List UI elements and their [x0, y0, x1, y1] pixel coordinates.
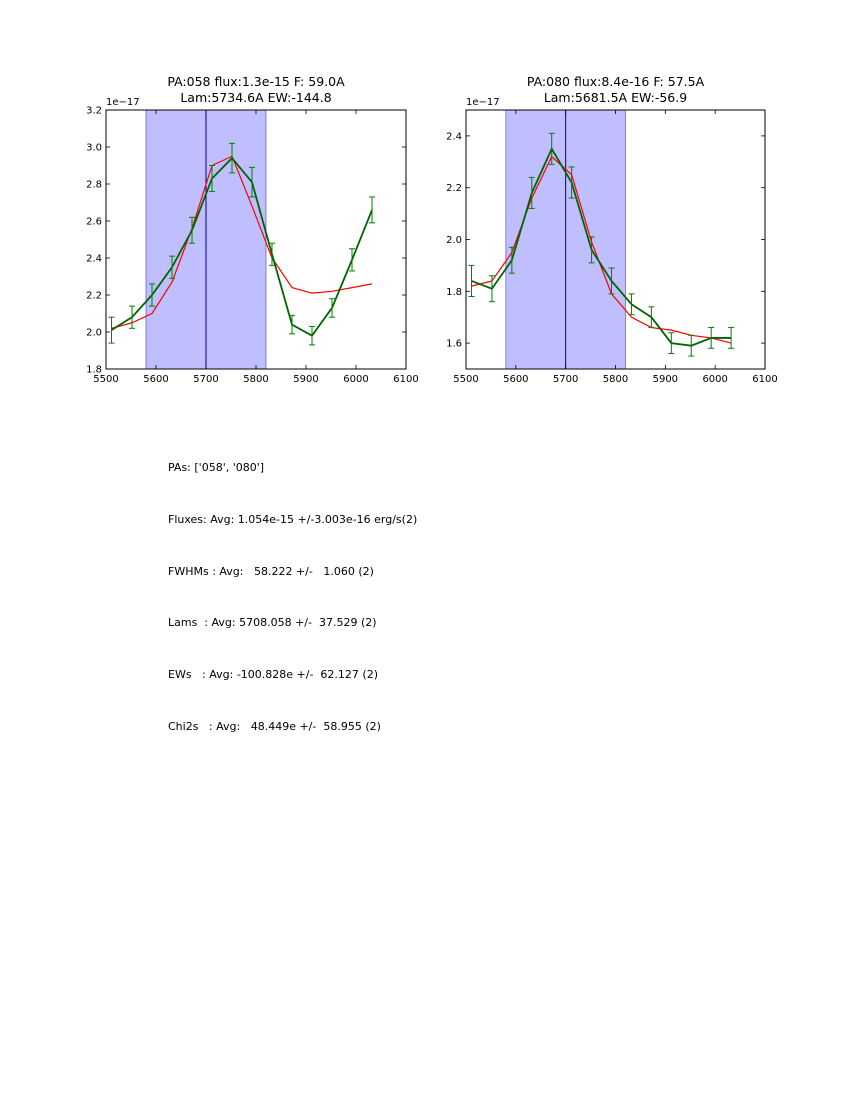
y-tick-label: 2.2 [86, 291, 102, 302]
stats-fluxes: Fluxes: Avg: 1.054e-15 +/-3.003e-16 erg/… [168, 512, 418, 526]
x-tick-label: 5500 [453, 374, 478, 385]
error-bar [628, 293, 635, 316]
y-tick-label: 2.8 [86, 180, 102, 191]
error-bar [648, 306, 655, 329]
y-tick-label: 1.6 [446, 339, 462, 350]
stats-ews: EWs : Avg: -100.828e +/- 62.127 (2) [168, 668, 378, 682]
y-tick-label: 2.4 [86, 254, 102, 265]
stats-block: PAs: ['058', '080'] Fluxes: Avg: 1.054e-… [168, 436, 417, 760]
x-tick-label: 5500 [93, 374, 118, 385]
error-bar [108, 316, 115, 344]
error-bar [468, 264, 475, 297]
x-tick-label: 5900 [653, 374, 678, 385]
error-bar [189, 216, 195, 244]
error-bar [608, 267, 615, 295]
x-tick-label: 5600 [503, 374, 528, 385]
error-bar [269, 242, 275, 266]
error-bar [369, 196, 375, 224]
stats-lams: Lams : Avg: 5708.058 +/- 37.529 (2) [168, 616, 377, 630]
y-tick-label: 2.2 [446, 183, 462, 194]
chart-1: 5500 5600 5700 5800 5900 6000 6100 1.8 2.0 2.2 2.4… [86, 74, 419, 385]
chart-title-line: Lam:5681.5A EW:-56.9 [544, 90, 687, 105]
y-tick-label: 3.0 [86, 143, 102, 154]
error-bar [249, 166, 255, 198]
error-bar [688, 334, 695, 357]
chart-2: 5500 5600 5700 5800 5900 6000 6100 1.6 1.8 2.0 2.2… [446, 74, 778, 385]
y-tick-label: 2.4 [446, 131, 462, 142]
x-tick-label: 5700 [193, 374, 218, 385]
error-bar [548, 132, 555, 165]
y-tick-label: 2.6 [86, 217, 102, 228]
x-tick-label: 6000 [702, 374, 727, 385]
chart-title-line: Lam:5734.6A EW:-144.8 [180, 90, 331, 105]
x-tick-label: 6100 [752, 374, 777, 385]
y-tick-label: 1.8 [446, 287, 462, 298]
error-bar [149, 283, 155, 307]
x-tick-label: 5600 [143, 374, 168, 385]
chart-title-line: PA:058 flux:1.3e-15 F: 59.0A [167, 74, 345, 89]
x-tick-label: 6100 [393, 374, 418, 385]
error-bar [728, 327, 735, 349]
chart-title-line: PA:080 flux:8.4e-16 F: 57.5A [527, 74, 705, 89]
x-tick-label: 5800 [243, 374, 268, 385]
error-bar [668, 332, 675, 354]
error-bar [329, 298, 335, 318]
stats-fwhms: FWHMs : Avg: 58.222 +/- 1.060 (2) [168, 564, 374, 578]
error-bar [209, 165, 215, 192]
series-line-data [111, 156, 373, 337]
x-tick-label: 5800 [603, 374, 628, 385]
series-line-fit [111, 155, 373, 329]
error-bar [588, 236, 595, 264]
x-tick-label: 5700 [553, 374, 578, 385]
error-bar [169, 255, 175, 279]
y-tick-label: 3.2 [86, 106, 102, 117]
axis-offset-label: 1e−17 [466, 97, 500, 108]
error-bar [229, 142, 235, 174]
y-tick-label: 2.0 [446, 235, 462, 246]
error-bar [129, 305, 135, 329]
error-bar [309, 325, 315, 346]
x-tick-label: 6000 [343, 374, 368, 385]
stats-pas: PAs: ['058', '080'] [168, 461, 265, 474]
error-bar [349, 248, 355, 272]
error-bar [708, 327, 715, 349]
error-bar [488, 275, 495, 303]
error-bar [568, 166, 575, 199]
axis-offset-label: 1e−17 [106, 97, 140, 108]
y-tick-label: 1.8 [86, 365, 102, 376]
x-tick-label: 5900 [293, 374, 318, 385]
series-line-data [471, 146, 732, 347]
error-bar [289, 314, 295, 335]
series-line-fit [471, 155, 732, 344]
error-bar [528, 176, 535, 209]
error-bar [508, 246, 515, 274]
stats-chi2s: Chi2s : Avg: 48.449e +/- 58.955 (2) [168, 719, 381, 733]
y-tick-label: 2.0 [86, 328, 102, 339]
